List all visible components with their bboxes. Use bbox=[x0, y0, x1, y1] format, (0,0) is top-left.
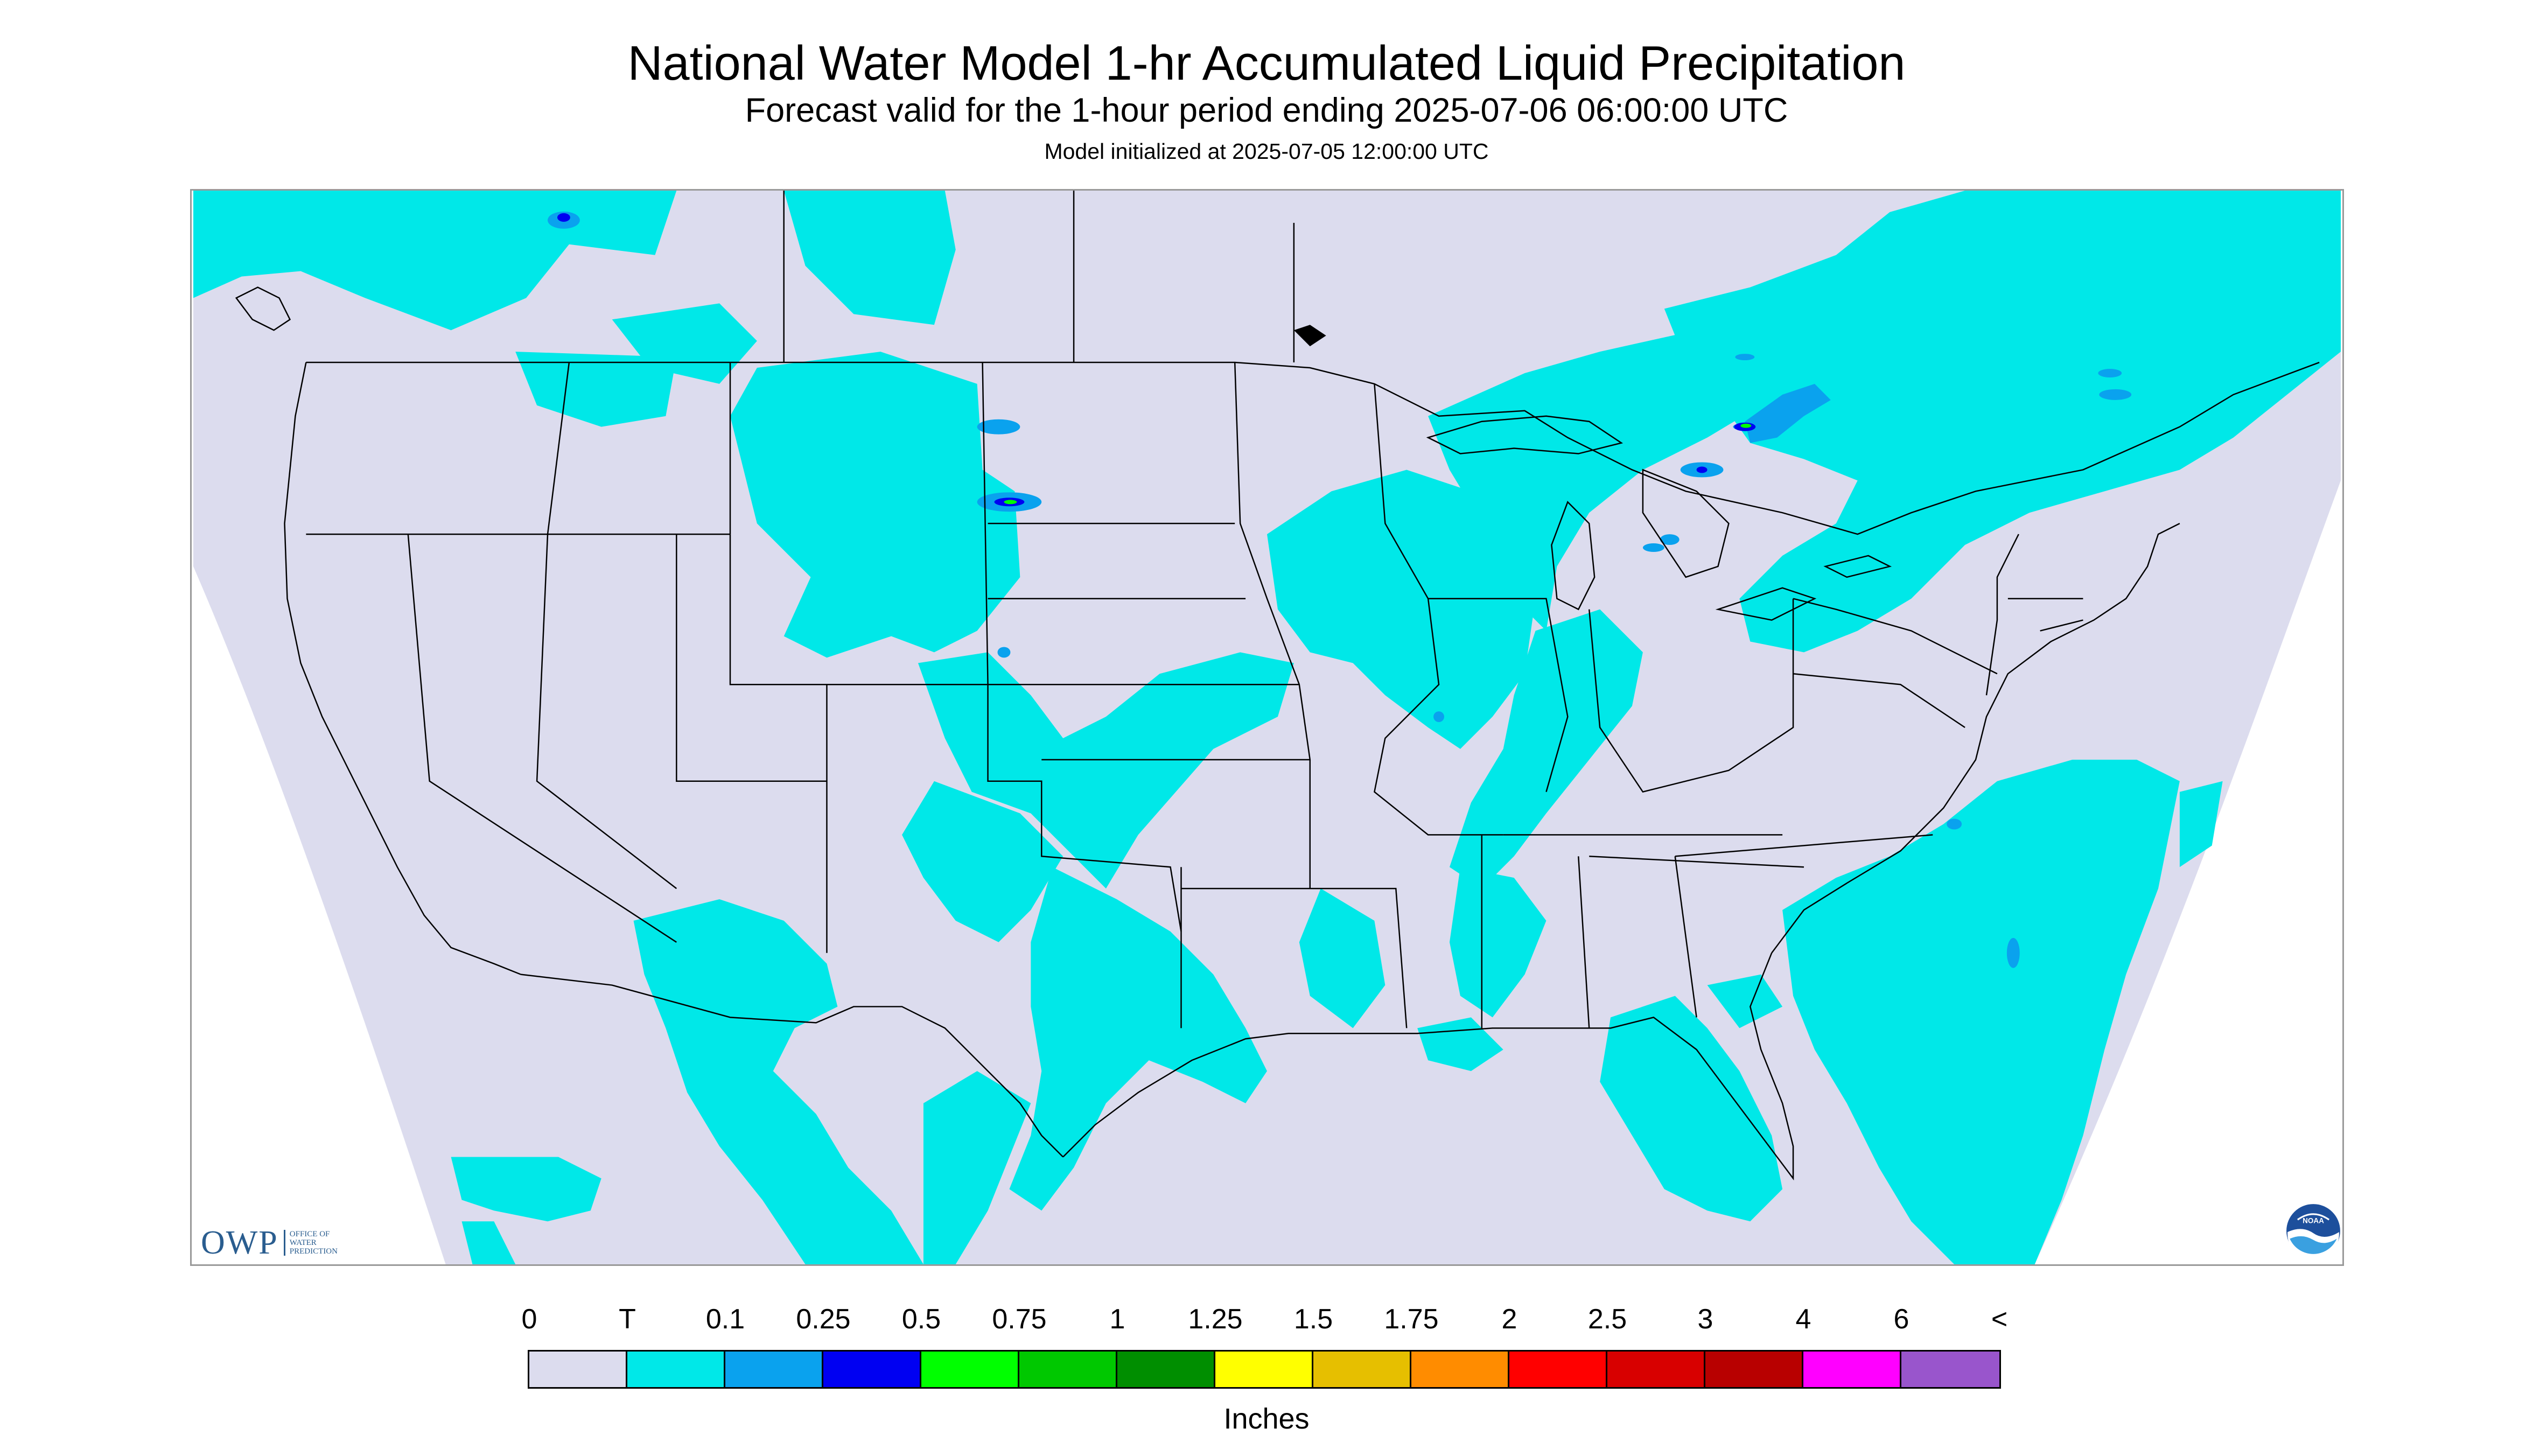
legend-swatch bbox=[1901, 1352, 1999, 1387]
map-title: National Water Model 1-hr Accumulated Li… bbox=[627, 37, 1906, 90]
model-init-time: Model initialized at 2025-07-05 12:00:00… bbox=[1044, 139, 1489, 164]
vancouver-island bbox=[235, 286, 291, 331]
precipitation-map bbox=[190, 189, 2344, 1266]
noaa-logo: NOAA bbox=[2286, 1204, 2340, 1259]
legend-swatch bbox=[1509, 1352, 1607, 1387]
legend-swatch bbox=[1117, 1352, 1215, 1387]
legend-swatch bbox=[1705, 1352, 1803, 1387]
owp-logo-text: OWP bbox=[201, 1224, 278, 1261]
legend-tick-label: T bbox=[619, 1304, 636, 1335]
legend-tick-label: 0.75 bbox=[992, 1304, 1047, 1335]
legend-swatch bbox=[1411, 1352, 1509, 1387]
legend-tick-label: 0 bbox=[521, 1304, 537, 1335]
legend-tick-label: 2.5 bbox=[1587, 1304, 1627, 1335]
political-boundaries bbox=[284, 191, 2320, 1181]
legend-tick-label: 4 bbox=[1795, 1304, 1811, 1335]
precip-0.25-areas bbox=[557, 213, 1756, 507]
legend-swatch bbox=[529, 1352, 627, 1387]
legend-tick-label: 1.25 bbox=[1188, 1304, 1243, 1335]
precip-0.5-areas bbox=[1004, 423, 1752, 505]
legend-tick-label: 0.1 bbox=[705, 1304, 745, 1335]
map-subtitle: Forecast valid for the 1-hour period end… bbox=[745, 92, 1788, 129]
legend-tick-label: 1.75 bbox=[1384, 1304, 1439, 1335]
owp-logo: OWP OFFICE OF WATER PREDICTION bbox=[201, 1221, 338, 1264]
legend-tick-label: 1 bbox=[1109, 1304, 1125, 1335]
legend-swatch bbox=[725, 1352, 823, 1387]
legend-units: Inches bbox=[1223, 1403, 1310, 1435]
lake-of-the-woods bbox=[1293, 325, 1326, 347]
legend-swatch bbox=[1607, 1352, 1705, 1387]
legend-swatch bbox=[1313, 1352, 1411, 1387]
legend-tick-label: 0.5 bbox=[901, 1304, 941, 1335]
legend-swatch bbox=[1215, 1352, 1313, 1387]
legend-swatch bbox=[627, 1352, 725, 1387]
map-canvas bbox=[193, 191, 2341, 1264]
legend-tick-label: 1.5 bbox=[1293, 1304, 1333, 1335]
legend-swatch bbox=[921, 1352, 1019, 1387]
owp-logo-subtext: OFFICE OF WATER PREDICTION bbox=[283, 1230, 338, 1256]
legend-tick-label: 6 bbox=[1893, 1304, 1909, 1335]
legend-tick-label: 3 bbox=[1697, 1304, 1713, 1335]
noaa-logo-text: NOAA bbox=[2303, 1216, 2324, 1224]
legend-tick-label: 2 bbox=[1501, 1304, 1517, 1335]
legend-swatch bbox=[823, 1352, 921, 1387]
legend-tick-label: 0.25 bbox=[796, 1304, 851, 1335]
legend-tick-label: < bbox=[1991, 1304, 2008, 1335]
legend-swatch bbox=[1019, 1352, 1117, 1387]
legend-labels: 0 T 0.1 0.25 0.5 0.75 1 1.25 1.5 1.75 2 2.5 3 4 6 < bbox=[0, 1303, 2533, 1341]
precip-trace-areas bbox=[193, 191, 2341, 1264]
legend-swatch bbox=[1803, 1352, 1901, 1387]
legend-colorbar bbox=[528, 1350, 2001, 1389]
